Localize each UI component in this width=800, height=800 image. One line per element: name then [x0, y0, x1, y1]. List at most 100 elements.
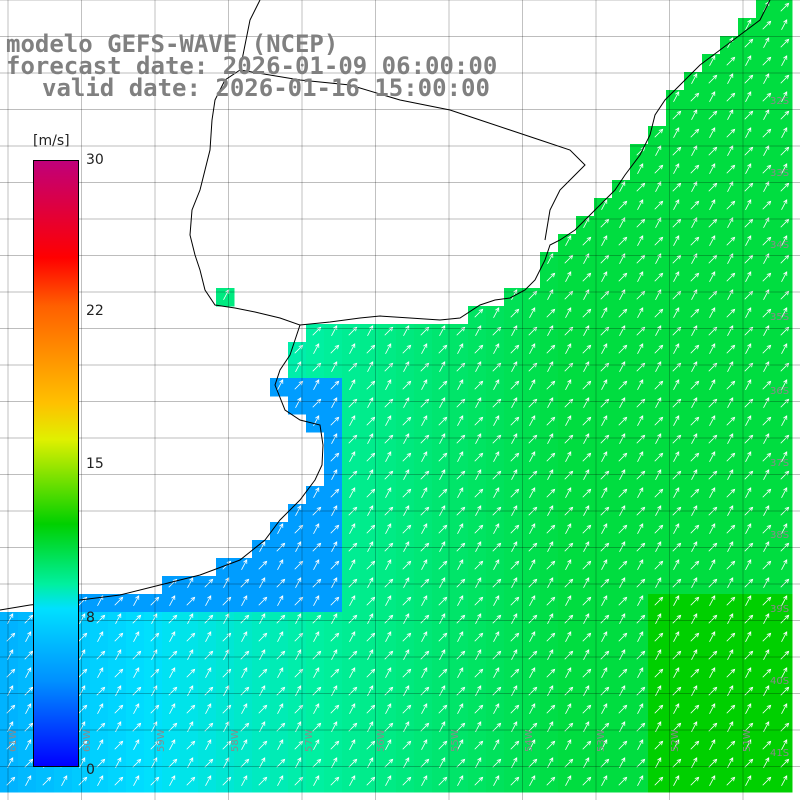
wind-arrow	[673, 487, 680, 499]
wind-arrow	[727, 73, 734, 85]
wind-arrow	[457, 415, 464, 427]
wind-arrow	[763, 253, 770, 265]
wind-arrow	[421, 343, 428, 355]
wind-arrow	[402, 596, 412, 606]
wind-arrow	[475, 361, 482, 373]
wind-arrow	[781, 667, 788, 679]
wind-arrow	[672, 470, 682, 480]
wind-arrow	[331, 721, 338, 733]
wind-arrow	[582, 596, 592, 606]
wind-arrow	[384, 326, 394, 336]
wind-arrow	[457, 523, 464, 535]
wind-arrow	[223, 289, 230, 301]
wind-arrow	[673, 199, 680, 211]
wind-arrow	[655, 181, 662, 193]
wind-arrow	[780, 686, 790, 696]
wind-arrow	[330, 380, 340, 390]
wind-arrow	[331, 433, 338, 445]
wind-arrow	[762, 524, 772, 534]
wind-arrow	[510, 488, 520, 498]
wind-arrow	[654, 128, 664, 138]
wind-arrow	[672, 434, 682, 444]
wind-arrow	[528, 434, 538, 444]
wind-arrow	[511, 721, 518, 733]
wind-arrow	[565, 271, 572, 283]
wind-arrow	[636, 434, 646, 444]
wind-arrow	[583, 289, 590, 301]
wind-arrow	[726, 704, 736, 714]
wind-arrow	[727, 541, 734, 553]
wind-arrow	[745, 631, 752, 643]
wind-arrow	[546, 488, 556, 498]
wind-arrow	[366, 452, 376, 462]
wind-arrow	[331, 505, 338, 517]
wind-arrow	[672, 110, 682, 120]
wind-arrow	[493, 739, 500, 751]
wind-arrow	[492, 470, 502, 480]
wind-arrow	[547, 505, 554, 517]
wind-arrow	[402, 632, 412, 642]
wind-arrow	[762, 344, 772, 354]
wind-arrow	[312, 398, 322, 408]
wind-arrow	[763, 433, 770, 445]
wind-arrow	[780, 254, 790, 264]
wind-arrow	[547, 289, 554, 301]
wind-arrow	[636, 578, 646, 588]
wind-arrow	[745, 199, 752, 211]
wind-arrow	[708, 722, 718, 732]
wind-arrow	[510, 776, 520, 786]
wind-arrow	[726, 236, 736, 246]
wind-arrow	[384, 434, 394, 444]
wind-arrow	[565, 451, 572, 463]
lat-label: 33S	[770, 168, 790, 179]
wind-arrow	[457, 595, 464, 607]
wind-arrow	[348, 326, 358, 336]
wind-arrow	[745, 307, 752, 319]
wind-arrow	[727, 325, 734, 337]
wind-arrow	[150, 668, 160, 678]
wind-arrow	[457, 703, 464, 715]
wind-arrow	[205, 631, 212, 643]
wind-arrow	[637, 451, 644, 463]
wind-arrow	[745, 739, 752, 751]
wind-arrow	[780, 542, 790, 552]
wind-arrow	[744, 758, 754, 768]
wind-arrow	[313, 487, 320, 499]
wind-arrow	[492, 362, 502, 372]
wind-arrow	[709, 595, 716, 607]
wind-arrow	[547, 721, 554, 733]
wind-arrow	[565, 415, 572, 427]
wind-arrow	[637, 343, 644, 355]
wind-arrow	[223, 649, 230, 661]
wind-arrow	[619, 181, 626, 193]
wind-arrow	[421, 667, 428, 679]
wind-arrow	[564, 578, 574, 588]
wind-arrow	[565, 487, 572, 499]
wind-arrow	[421, 775, 428, 787]
wind-arrow	[601, 379, 608, 391]
wind-arrow	[510, 596, 520, 606]
wind-arrow	[492, 722, 502, 732]
wind-arrow	[619, 613, 626, 625]
wind-arrow	[708, 146, 718, 156]
wind-arrow	[547, 613, 554, 625]
wind-arrow	[474, 704, 484, 714]
wind-arrow	[277, 379, 284, 391]
wind-arrow	[312, 758, 322, 768]
wind-arrow	[474, 632, 484, 642]
wind-arrow	[241, 739, 248, 751]
wind-arrow	[384, 614, 394, 624]
wind-arrow	[654, 704, 664, 714]
wind-arrow	[456, 434, 466, 444]
wind-arrow	[277, 703, 284, 715]
wind-arrow	[565, 595, 572, 607]
wind-arrow	[475, 541, 482, 553]
wind-arrow	[6, 704, 16, 714]
wind-arrow	[745, 91, 752, 103]
wind-arrow	[673, 307, 680, 319]
wind-arrow	[150, 740, 160, 750]
wind-arrow	[709, 163, 716, 175]
wind-arrow	[547, 433, 554, 445]
wind-arrow	[420, 434, 430, 444]
wind-arrow	[331, 685, 338, 697]
